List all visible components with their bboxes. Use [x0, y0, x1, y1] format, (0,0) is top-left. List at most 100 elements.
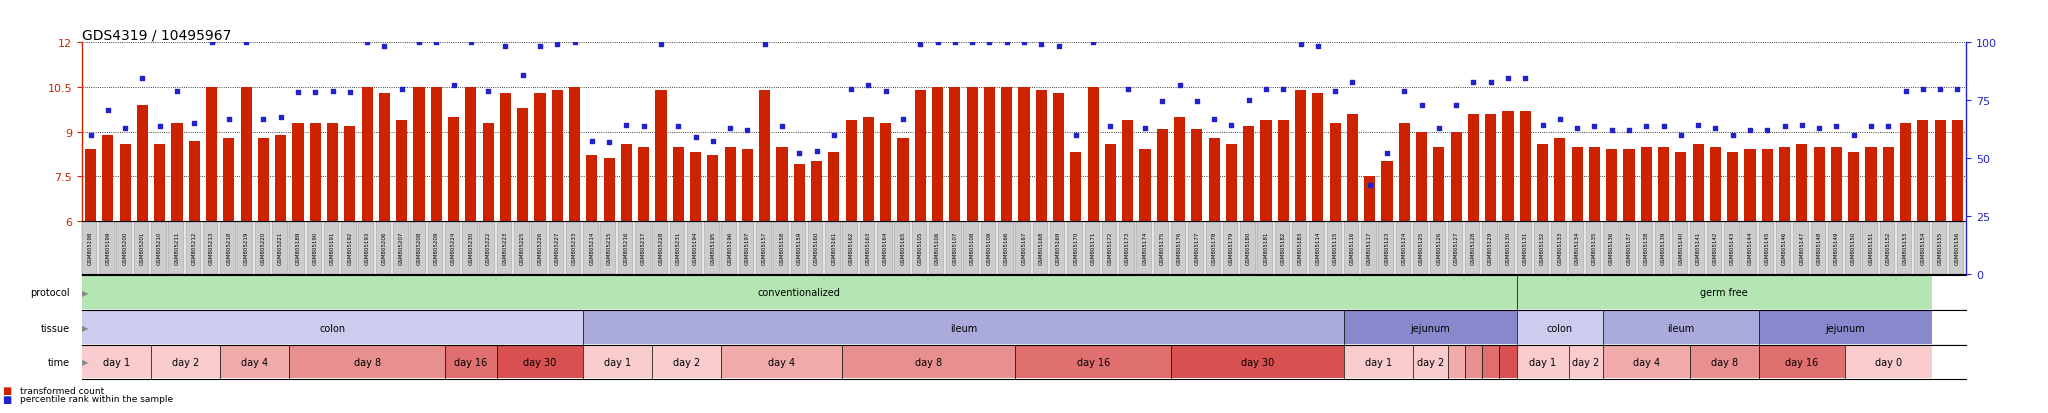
Text: GSM805140: GSM805140 [1679, 232, 1683, 265]
Bar [1294, 91, 1307, 221]
Bar [307, 222, 322, 274]
Point [334, 90, 367, 97]
Point [471, 88, 504, 95]
Text: day 2: day 2 [1417, 357, 1444, 367]
Bar [375, 222, 391, 274]
Point [1456, 79, 1489, 86]
Bar [827, 153, 840, 221]
Bar [1536, 144, 1548, 221]
Bar [1430, 222, 1446, 274]
Text: GSM805142: GSM805142 [1712, 232, 1718, 265]
Point [766, 123, 799, 130]
Bar [1518, 276, 1931, 309]
Text: GSM805180: GSM805180 [1247, 232, 1251, 265]
Text: GSM805214: GSM805214 [590, 232, 594, 265]
Point [1733, 127, 1765, 134]
Bar [463, 222, 477, 274]
Text: GSM805139: GSM805139 [1661, 232, 1667, 265]
Bar [98, 222, 115, 274]
Point [1335, 79, 1368, 86]
Point [1923, 86, 1956, 93]
Bar [1950, 222, 1964, 274]
Bar [1810, 222, 1827, 274]
Point [696, 138, 729, 145]
Point [610, 122, 643, 128]
Text: day 4: day 4 [242, 357, 268, 367]
Bar [776, 147, 788, 221]
Point [801, 149, 834, 155]
Bar [1776, 222, 1792, 274]
Bar [1468, 114, 1479, 221]
Bar [1827, 222, 1843, 274]
Text: day 8: day 8 [915, 357, 942, 367]
Text: tissue: tissue [41, 323, 70, 333]
Point [1579, 123, 1612, 130]
Bar [344, 126, 356, 221]
Bar [584, 222, 598, 274]
Bar [1520, 112, 1532, 221]
Text: time: time [47, 357, 70, 367]
Text: GSM805124: GSM805124 [1401, 232, 1407, 265]
Point [1665, 133, 1698, 139]
Text: GSM805157: GSM805157 [762, 232, 768, 265]
Bar [1915, 222, 1929, 274]
Text: GSM805168: GSM805168 [1038, 232, 1044, 265]
Point [1180, 99, 1212, 105]
Text: GSM805211: GSM805211 [174, 232, 180, 265]
Text: GSM805150: GSM805150 [1851, 232, 1855, 265]
Point [1595, 127, 1628, 134]
Bar [653, 222, 668, 274]
Bar [1464, 222, 1481, 274]
Bar [670, 222, 686, 274]
Bar [1348, 114, 1358, 221]
Bar [186, 222, 201, 274]
Bar [653, 346, 721, 378]
Bar [1761, 150, 1774, 221]
Bar [1157, 129, 1167, 221]
Bar [760, 91, 770, 221]
Text: GSM805191: GSM805191 [330, 232, 336, 265]
Bar [1675, 153, 1686, 221]
Bar [444, 222, 461, 274]
Text: GSM805215: GSM805215 [606, 232, 612, 265]
Bar [1759, 346, 1845, 378]
Text: GSM805137: GSM805137 [1626, 232, 1632, 265]
Text: day 1: day 1 [1364, 357, 1393, 367]
Bar [930, 222, 944, 274]
Bar [119, 144, 131, 221]
Point [1128, 126, 1161, 132]
Bar [725, 147, 735, 221]
Point [1561, 126, 1593, 132]
Text: GSM805114: GSM805114 [1315, 232, 1321, 265]
Bar [1518, 222, 1532, 274]
Text: day 0: day 0 [1874, 357, 1903, 367]
Text: percentile rank within the sample: percentile rank within the sample [20, 394, 174, 403]
Point [213, 116, 246, 123]
Bar [221, 222, 236, 274]
Bar [203, 222, 219, 274]
Text: GSM805145: GSM805145 [1765, 232, 1769, 265]
Text: day 30: day 30 [524, 357, 557, 367]
Text: GSM805148: GSM805148 [1817, 232, 1821, 265]
Bar [1569, 222, 1583, 274]
Text: GSM805170: GSM805170 [1073, 232, 1079, 265]
Point [1802, 126, 1835, 132]
Bar [948, 88, 961, 221]
Bar [1257, 222, 1274, 274]
Text: GSM805224: GSM805224 [451, 232, 457, 265]
Bar [1274, 222, 1290, 274]
Point [1042, 44, 1075, 50]
Bar [530, 222, 547, 274]
Text: GSM805182: GSM805182 [1280, 232, 1286, 265]
Bar [293, 123, 303, 221]
Bar [498, 346, 584, 378]
Point [1491, 76, 1524, 82]
Text: colon: colon [1546, 323, 1573, 333]
Bar [1690, 346, 1759, 378]
Point [1612, 127, 1645, 134]
Point [1681, 122, 1714, 128]
Bar [1571, 147, 1583, 221]
Bar [274, 135, 287, 221]
Bar [1604, 346, 1690, 378]
Point [160, 88, 193, 95]
